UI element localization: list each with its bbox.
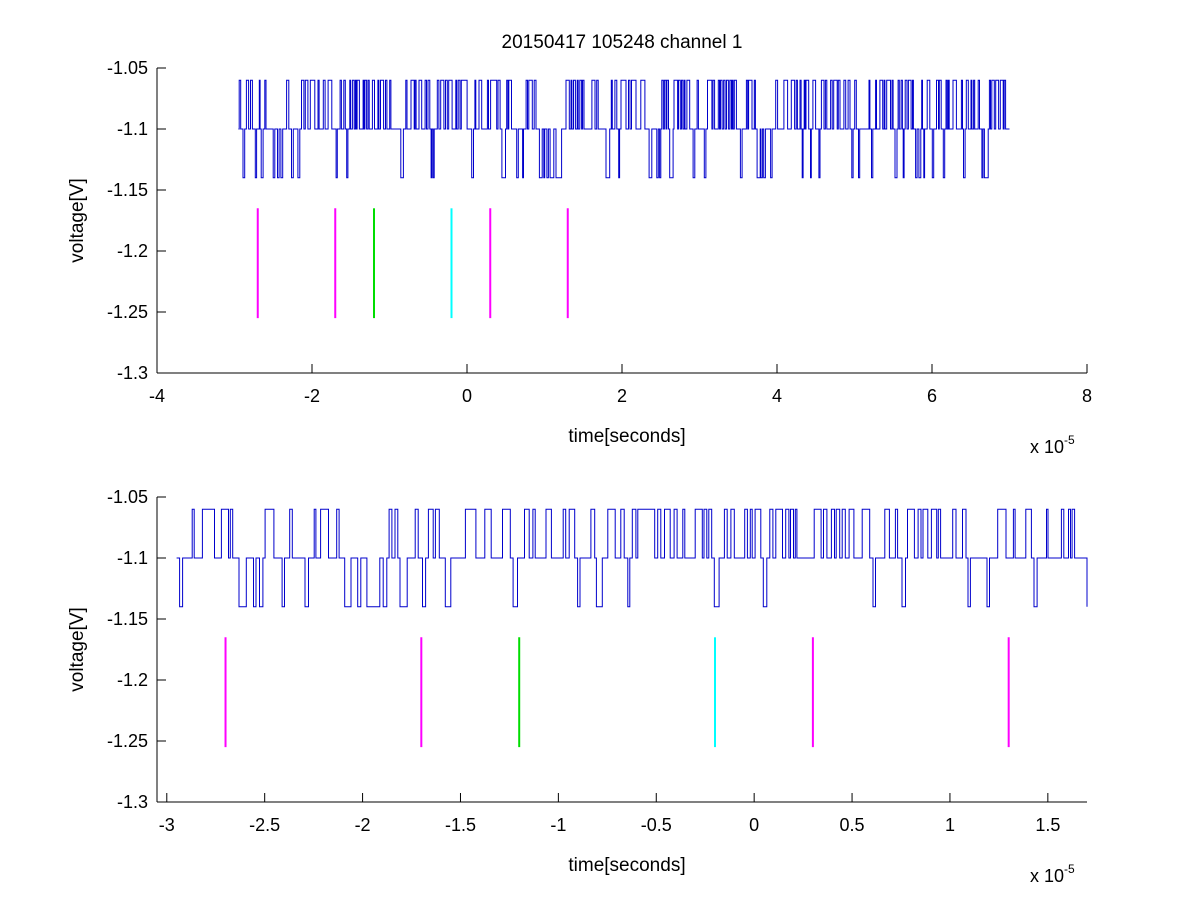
top-axes: 20150417 105248 channel 1 -1.05 -1.1 -1.15… [67, 32, 1092, 457]
bottom-x-exponent-base: x 10 [1030, 866, 1064, 886]
top-y-tick-label: -1.3 [117, 363, 148, 383]
top-y-tick-label: -1.1 [117, 119, 148, 139]
bottom-x-tick-label: -2.5 [249, 815, 280, 835]
top-y-tick-label: -1.15 [107, 180, 148, 200]
top-x-tick-label: 6 [927, 386, 937, 406]
top-x-tick-label: 0 [462, 386, 472, 406]
bottom-y-tick-label: -1.25 [107, 731, 148, 751]
bottom-signal-line [176, 508, 1088, 608]
top-y-axis-label: voltage[V] [67, 178, 88, 263]
bottom-x-tick-label: -2 [355, 815, 371, 835]
top-x-tick-label: 2 [617, 386, 627, 406]
bottom-y-tick-label: -1.1 [117, 548, 148, 568]
top-signal-line [238, 79, 1010, 179]
top-y-tick-label: -1.2 [117, 241, 148, 261]
bottom-y-tick-label: -1.3 [117, 792, 148, 812]
top-x-axis-label: time[seconds] [568, 426, 685, 447]
chart-title: 20150417 105248 channel 1 [502, 32, 743, 53]
top-x-exponent-base: x 10 [1030, 437, 1064, 457]
bottom-x-exponent-power: -5 [1064, 862, 1075, 876]
bottom-x-tick-label: -1 [550, 815, 566, 835]
top-y-tick-label: -1.05 [107, 58, 148, 78]
bottom-x-axis-label: time[seconds] [568, 855, 685, 876]
bottom-x-exponent: x 10-5 [1030, 862, 1075, 886]
bottom-axes: -1.05 -1.1 -1.15 -1.2 -1.25 -1.3 -3 -2.5 -2 -1.5… [67, 487, 1088, 886]
top-x-tick-label: -2 [304, 386, 320, 406]
top-x-exponent: x 10-5 [1030, 433, 1075, 457]
top-y-ticks: -1.05 -1.1 -1.15 -1.2 -1.25 -1.3 [107, 58, 166, 383]
bottom-x-tick-label: 0 [749, 815, 759, 835]
bottom-x-tick-label: 1.5 [1035, 815, 1060, 835]
bottom-x-ticks: -3 -2.5 -2 -1.5 -1 -0.5 0 0.5 1 1.5 [159, 793, 1060, 835]
bottom-x-tick-label: -0.5 [641, 815, 672, 835]
bottom-y-tick-label: -1.2 [117, 670, 148, 690]
top-signal-trace [238, 79, 1010, 179]
bottom-event-markers [224, 637, 1010, 748]
bottom-signal-trace [176, 508, 1088, 608]
bottom-x-tick-label: 1 [945, 815, 955, 835]
top-x-tick-label: -4 [149, 386, 165, 406]
bottom-x-tick-label: -3 [159, 815, 175, 835]
top-y-tick-label: -1.25 [107, 302, 148, 322]
bottom-x-tick-label: -1.5 [445, 815, 476, 835]
top-x-tick-label: 4 [772, 386, 782, 406]
bottom-y-tick-label: -1.05 [107, 487, 148, 507]
top-x-ticks: -4 -2 0 2 4 6 8 [149, 364, 1092, 406]
bottom-y-ticks: -1.05 -1.1 -1.15 -1.2 -1.25 -1.3 [107, 487, 166, 812]
bottom-y-tick-label: -1.15 [107, 609, 148, 629]
bottom-x-tick-label: 0.5 [840, 815, 865, 835]
bottom-axes-frame [156, 497, 1087, 803]
top-x-tick-label: 8 [1082, 386, 1092, 406]
top-event-markers [256, 208, 569, 319]
top-x-exponent-power: -5 [1064, 433, 1075, 447]
bottom-y-axis-label: voltage[V] [67, 607, 88, 692]
